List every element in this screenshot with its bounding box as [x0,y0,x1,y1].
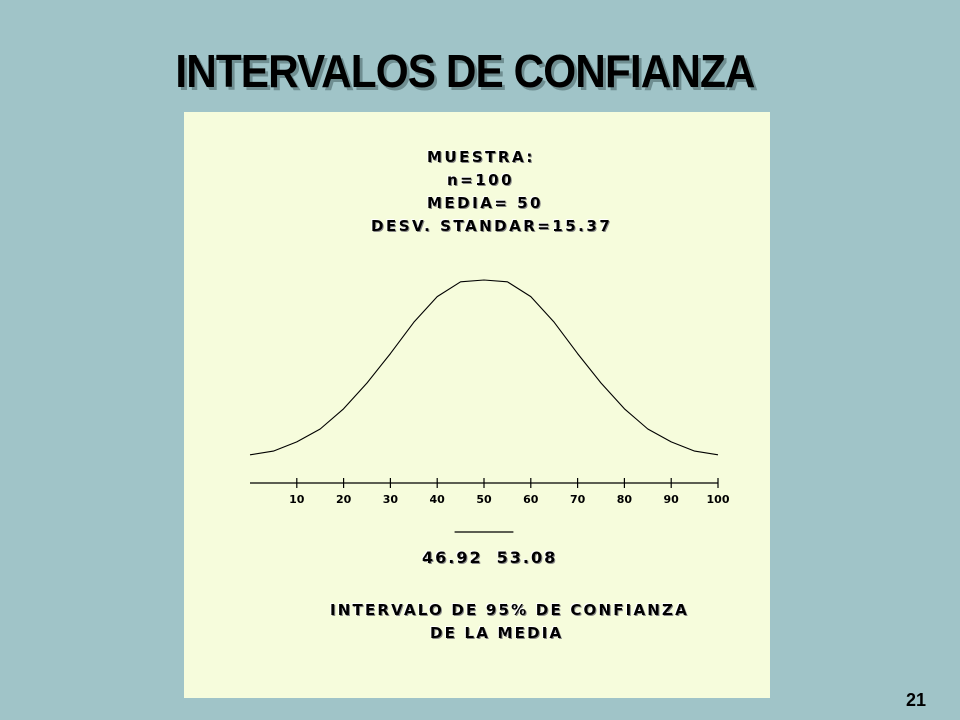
normal-curve-line [249,279,719,456]
interval-upper: 53.08 [496,548,558,567]
x-tick-label-100: 100 [707,493,730,506]
x-tick-label-10: 10 [289,493,305,506]
x-tick-label-60: 60 [523,493,539,506]
interval-caption: INTERVALO DE 95% DE CONFIANZA DE LA MEDI… [330,599,710,645]
x-tick-label-80: 80 [617,493,633,506]
caption-line-2: DE LA MEDIA [430,624,564,642]
x-tick-label-50: 50 [476,493,492,506]
x-tick-label-70: 70 [570,493,586,506]
interval-values: 46.92 53.08 [422,548,557,567]
sample-std: DESV. STANDAR=15.37 [371,217,613,235]
x-tick-label-30: 30 [383,493,399,506]
sample-heading: MUESTRA: [427,148,535,166]
sample-mean: MEDIA= 50 [427,194,543,212]
normal-curve-chart: 10 20 30 40 50 60 70 80 90 100 [249,279,730,533]
slide-number: 21 [906,690,927,710]
interval-lower: 46.92 [422,548,483,567]
x-tick-label-40: 40 [430,493,446,506]
x-tick-label-20: 20 [336,493,352,506]
caption-line-1: INTERVALO DE 95% DE CONFIANZA [330,601,689,619]
sample-size: n=100 [447,171,515,189]
x-tick-label-90: 90 [664,493,680,506]
chart-panel: MUESTRA: n=100 MEDIA= 50 DESV. STANDAR=1… [184,112,770,698]
slide-title: INTERVALOS DE CONFIANZA [175,45,755,97]
